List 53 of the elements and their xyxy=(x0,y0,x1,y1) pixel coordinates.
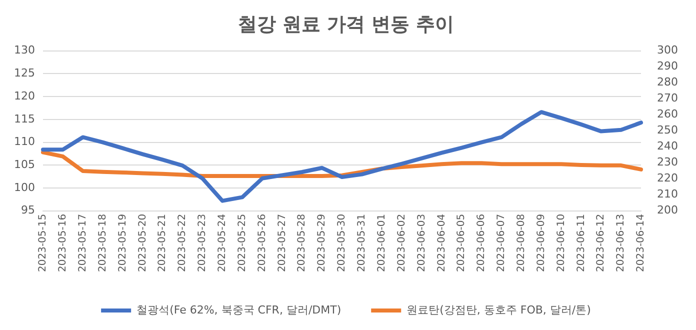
x-tick-label: 2023-05-22 xyxy=(177,214,188,272)
legend-label: 철광석(Fe 62%, 북중국 CFR, 달러/DMT) xyxy=(136,303,342,316)
x-tick-label: 2023-06-01 xyxy=(376,214,388,272)
y-tick-label: 95 xyxy=(20,204,35,217)
x-tick-label: 2023-05-17 xyxy=(77,214,88,272)
legend-label: 원료탄(강점탄, 동호주 FOB, 달러/톤) xyxy=(406,303,591,316)
x-tick-label: 2023-05-30 xyxy=(336,214,348,272)
x-tick-label: 2023-06-03 xyxy=(416,214,428,272)
x-tick-label: 2023-05-28 xyxy=(296,214,308,272)
x-tick-label: 2023-05-20 xyxy=(137,214,148,272)
y2-tick-label: 210 xyxy=(657,188,678,201)
x-tick-label: 2023-05-16 xyxy=(58,214,69,272)
x-tick-label: 2023-05-19 xyxy=(117,214,128,272)
y-tick-label: 100 xyxy=(14,180,35,194)
x-tick-label: 2023-05-29 xyxy=(316,214,328,272)
y2-tick-label: 240 xyxy=(657,140,678,153)
x-tick-label: 2023-05-24 xyxy=(216,214,228,272)
y2-tick-label: 220 xyxy=(657,172,678,185)
x-tick-label: 2023-06-14 xyxy=(636,214,647,272)
x-tick-label: 2023-06-12 xyxy=(596,214,607,272)
y2-tick-label: 250 xyxy=(657,124,678,137)
x-tick-label: 2023-05-26 xyxy=(256,214,268,272)
x-tick-label: 2023-06-13 xyxy=(616,214,627,272)
x-tick-label: 2023-05-27 xyxy=(276,214,288,272)
y-tick-label: 115 xyxy=(14,112,35,126)
x-tick-label: 2023-06-04 xyxy=(436,214,448,272)
x-tick-label: 2023-06-11 xyxy=(576,214,587,272)
y-tick-label: 125 xyxy=(14,66,35,80)
x-tick-label: 2023-05-25 xyxy=(236,214,248,272)
x-tick-label: 2023-06-08 xyxy=(516,214,527,272)
y2-tick-label: 280 xyxy=(657,76,678,89)
y-tick-label: 105 xyxy=(14,158,35,172)
y-tick-label: 110 xyxy=(14,135,35,148)
x-tick-label: 2023-06-07 xyxy=(496,214,508,272)
y2-tick-label: 200 xyxy=(657,204,678,217)
y2-tick-label: 230 xyxy=(657,156,678,169)
chart-title: 철강 원료 가격 변동 추이 xyxy=(238,13,454,36)
x-tick-label: 2023-06-02 xyxy=(396,214,408,272)
x-tick-label: 2023-06-06 xyxy=(476,214,488,272)
x-tick-label: 2023-06-05 xyxy=(456,214,468,272)
y2-tick-label: 270 xyxy=(657,92,678,105)
x-tick-label: 2023-05-18 xyxy=(97,214,108,272)
y-tick-label: 120 xyxy=(14,89,35,102)
y2-tick-label: 290 xyxy=(657,60,678,73)
y2-tick-label: 300 xyxy=(657,44,678,57)
x-tick-label: 2023-06-09 xyxy=(536,214,547,272)
x-tick-label: 2023-06-10 xyxy=(556,214,567,272)
x-tick-label: 2023-05-15 xyxy=(38,214,49,272)
y2-tick-label: 260 xyxy=(657,108,678,121)
x-tick-label: 2023-05-31 xyxy=(356,214,368,272)
x-tick-label: 2023-05-23 xyxy=(197,214,208,272)
y-tick-label: 130 xyxy=(14,44,35,57)
x-tick-label: 2023-05-21 xyxy=(157,214,168,272)
